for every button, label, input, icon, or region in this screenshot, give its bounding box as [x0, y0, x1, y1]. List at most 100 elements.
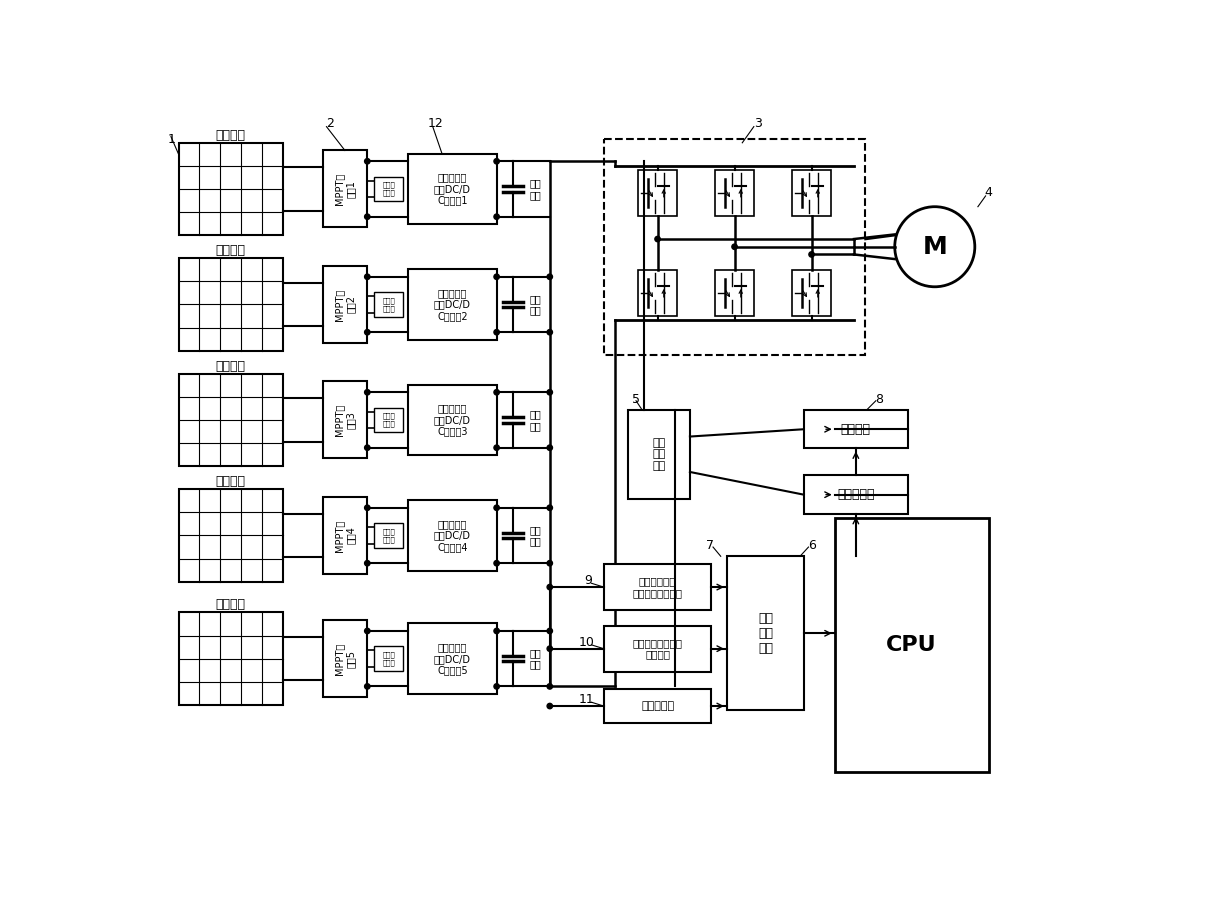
- Bar: [716, 170, 754, 216]
- Circle shape: [365, 684, 370, 689]
- Text: 均压
电容: 均压 电容: [530, 178, 542, 200]
- Circle shape: [494, 158, 499, 164]
- Circle shape: [494, 684, 499, 689]
- Bar: [323, 266, 367, 343]
- Circle shape: [365, 505, 370, 510]
- Circle shape: [809, 251, 814, 257]
- Text: 均压
电容: 均压 电容: [530, 409, 542, 430]
- Text: 双向隔离型
半桥DC/D
C变换器4: 双向隔离型 半桥DC/D C变换器4: [434, 519, 471, 552]
- Bar: [323, 151, 367, 228]
- Circle shape: [655, 237, 660, 241]
- Circle shape: [547, 560, 552, 566]
- Circle shape: [494, 445, 499, 451]
- Text: MPPT控
制器1: MPPT控 制器1: [334, 173, 356, 205]
- Text: M: M: [923, 235, 947, 259]
- Circle shape: [547, 704, 552, 708]
- Text: 2: 2: [326, 117, 334, 130]
- Circle shape: [547, 389, 552, 395]
- Circle shape: [494, 389, 499, 395]
- Text: 均压
电容: 均压 电容: [530, 648, 542, 669]
- Text: MPPT控
制器2: MPPT控 制器2: [334, 288, 356, 321]
- Bar: [792, 170, 830, 216]
- Text: 10: 10: [579, 636, 595, 649]
- Circle shape: [365, 274, 370, 280]
- Circle shape: [494, 214, 499, 219]
- Text: 均压
电容: 均压 电容: [530, 525, 542, 547]
- Bar: [179, 143, 282, 235]
- Circle shape: [365, 628, 370, 633]
- Circle shape: [547, 646, 552, 652]
- Bar: [604, 625, 712, 672]
- Text: 双向隔离型
半桥DC/D
C变换器5: 双向隔离型 半桥DC/D C变换器5: [434, 643, 471, 675]
- Bar: [604, 139, 865, 355]
- Bar: [323, 621, 367, 697]
- Text: 水位传感器: 水位传感器: [641, 701, 674, 711]
- Bar: [179, 612, 282, 705]
- Text: 6: 6: [808, 539, 816, 552]
- Text: 双向隔离型
半桥DC/D
C变换器1: 双向隔离型 半桥DC/D C变换器1: [434, 173, 471, 206]
- Bar: [604, 564, 712, 611]
- Text: 输出滤
波电容: 输出滤 波电容: [382, 297, 395, 312]
- Circle shape: [365, 389, 370, 395]
- Text: CPU: CPU: [886, 635, 938, 654]
- Text: 右光伏板: 右光伏板: [216, 475, 245, 488]
- Bar: [727, 557, 804, 710]
- Text: 4: 4: [984, 186, 993, 199]
- Bar: [375, 292, 404, 317]
- Text: 8: 8: [875, 393, 883, 406]
- Text: 光伏组件输出
电流电压检测电路: 光伏组件输出 电流电压检测电路: [632, 577, 683, 598]
- Text: 驱动电路: 驱动电路: [841, 423, 871, 436]
- Text: 输出滤
波电容: 输出滤 波电容: [382, 413, 395, 427]
- Circle shape: [547, 628, 552, 633]
- Text: 后光伏板: 后光伏板: [216, 244, 245, 257]
- Text: 5: 5: [632, 393, 641, 406]
- Circle shape: [894, 207, 975, 287]
- Bar: [408, 500, 496, 571]
- Text: 均压
电容: 均压 电容: [530, 293, 542, 315]
- Bar: [323, 497, 367, 574]
- Bar: [638, 170, 676, 216]
- Circle shape: [365, 158, 370, 164]
- Text: 左光伏板: 左光伏板: [216, 359, 245, 373]
- Bar: [638, 270, 676, 316]
- Circle shape: [547, 330, 552, 335]
- Text: 直流母线电流电压
检测电路: 直流母线电流电压 检测电路: [632, 638, 683, 660]
- Text: 9: 9: [584, 574, 593, 588]
- Circle shape: [547, 584, 552, 590]
- Bar: [804, 410, 908, 449]
- Bar: [179, 374, 282, 466]
- Text: 隔离电压器: 隔离电压器: [837, 488, 875, 501]
- Text: MPPT控
制器4: MPPT控 制器4: [334, 519, 356, 552]
- Circle shape: [547, 505, 552, 510]
- Bar: [179, 489, 282, 581]
- Circle shape: [547, 684, 552, 689]
- Circle shape: [365, 445, 370, 451]
- Bar: [604, 689, 712, 723]
- Bar: [408, 385, 496, 455]
- Text: 双向隔离型
半桥DC/D
C变换器2: 双向隔离型 半桥DC/D C变换器2: [434, 288, 471, 321]
- Text: MPPT控
制器3: MPPT控 制器3: [334, 404, 356, 436]
- Text: 3: 3: [754, 117, 761, 130]
- Text: 7: 7: [706, 539, 713, 552]
- Text: 前光伏板: 前光伏板: [216, 129, 245, 142]
- Bar: [408, 623, 496, 694]
- Bar: [179, 259, 282, 351]
- Circle shape: [494, 628, 499, 633]
- Text: MPPT控
制器5: MPPT控 制器5: [334, 643, 356, 675]
- Bar: [408, 154, 496, 225]
- Bar: [792, 270, 830, 316]
- Text: 12: 12: [428, 117, 444, 130]
- Circle shape: [365, 330, 370, 335]
- Text: 输出滤
波电容: 输出滤 波电容: [382, 528, 395, 543]
- Bar: [804, 475, 908, 514]
- Text: 顶光伏板: 顶光伏板: [216, 599, 245, 611]
- Bar: [628, 410, 690, 498]
- Bar: [375, 408, 404, 432]
- Circle shape: [494, 560, 499, 566]
- Bar: [375, 176, 404, 201]
- Bar: [716, 270, 754, 316]
- Text: 1: 1: [168, 133, 176, 145]
- Circle shape: [494, 274, 499, 280]
- Circle shape: [365, 214, 370, 219]
- Text: 隔离
电源
电路: 隔离 电源 电路: [653, 438, 665, 471]
